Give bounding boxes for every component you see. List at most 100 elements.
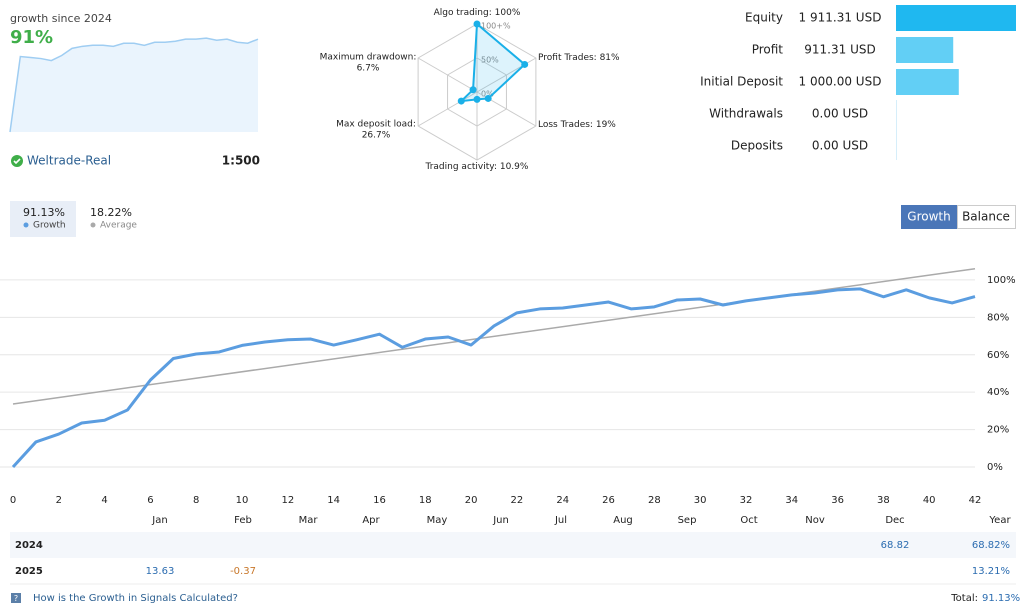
radar-label-group: Loss Trades: 19%: [538, 120, 616, 130]
x-tick-label: 36: [831, 495, 844, 506]
table-header: Nov: [805, 515, 825, 526]
mini-line: [9, 37, 259, 133]
table-cell: 13.63: [146, 566, 175, 577]
y-tick-label: 0%: [987, 462, 1003, 473]
balance-label: Initial Deposit: [700, 75, 783, 89]
table-header: Apr: [362, 515, 380, 526]
x-tick-label: 26: [602, 495, 615, 506]
radar-label: Maximum drawdown:: [320, 53, 417, 63]
mini-area: [10, 38, 258, 132]
radar-label-group: Algo trading: 100%: [434, 8, 521, 18]
table-header: Feb: [234, 515, 252, 526]
x-tick-label: 12: [281, 495, 294, 506]
series-line: [12, 267, 976, 405]
table-header: Oct: [740, 515, 757, 526]
balance-bar: [896, 37, 954, 63]
radar-value: 26.7%: [362, 131, 391, 141]
radar-label: Profit Trades:: [538, 53, 597, 63]
x-tick-label: 10: [236, 495, 249, 506]
radar-point: [484, 94, 492, 102]
total-value: 91.13%: [982, 593, 1020, 604]
radar-tick-label: 0%: [481, 90, 494, 99]
balance-button[interactable]: [957, 205, 1016, 229]
summary-title: growth since 2024: [10, 12, 112, 25]
balance-value: 1 000.00 USD: [799, 75, 882, 89]
radar-point: [473, 95, 481, 103]
radar-point: [469, 86, 477, 94]
table-header: Aug: [613, 515, 633, 526]
table-header: Mar: [299, 515, 319, 526]
row-bg: [10, 532, 1016, 558]
radar-label: Max deposit load:: [336, 120, 416, 130]
balance-label: Deposits: [731, 139, 783, 153]
series-line: [11, 287, 976, 469]
x-tick-label: 28: [648, 495, 661, 506]
account-link[interactable]: Weltrade-Real: [27, 154, 111, 168]
table-cell: -0.37: [230, 566, 256, 577]
legend-dot: [90, 222, 96, 228]
y-tick-label: 100%: [987, 275, 1016, 286]
table-cell: 68.82: [881, 540, 910, 551]
balance-label: Equity: [745, 11, 783, 25]
radar-label-group: Profit Trades: 81%: [538, 53, 620, 63]
table-header: Jul: [554, 515, 567, 526]
radar-point: [473, 20, 481, 28]
average-summary: 18.22%: [90, 206, 132, 219]
radar-label: Loss Trades:: [538, 120, 593, 130]
radar-spoke: [417, 91, 478, 127]
x-tick-label: 18: [419, 495, 432, 506]
growth-button[interactable]: [901, 205, 957, 229]
balance-value: 1 911.31 USD: [799, 11, 882, 25]
growth-tab[interactable]: [10, 201, 76, 237]
radar-label-group: Trading activity: 10.9%: [425, 162, 529, 172]
radar-value: 10.9%: [500, 162, 529, 172]
balance-button-label: Balance: [962, 210, 1010, 224]
balance-bar: [896, 5, 1016, 31]
x-tick-label: 2: [56, 495, 62, 506]
row-year: 2025: [15, 566, 43, 577]
radar-value: 81%: [600, 53, 620, 63]
balance-label: Profit: [752, 43, 784, 57]
table-header: Jan: [151, 515, 167, 526]
radar-point: [457, 97, 465, 105]
legend-label: Growth: [33, 221, 66, 231]
balance-value: 0.00 USD: [812, 107, 868, 121]
x-tick-label: 38: [877, 495, 890, 506]
x-tick-label: 22: [511, 495, 524, 506]
y-tick-label: 80%: [987, 312, 1009, 323]
table-cell: 13.21%: [972, 566, 1010, 577]
radar-value: 6.7%: [357, 64, 380, 74]
radar-point: [521, 60, 529, 68]
help-link[interactable]: How is the Growth in Signals Calculated?: [33, 593, 238, 604]
help-icon: [11, 593, 21, 603]
radar-value: 100%: [495, 8, 521, 18]
table-header: Year: [988, 515, 1011, 526]
radar-label: Trading activity:: [425, 162, 497, 172]
help-icon-mark: ?: [14, 594, 18, 603]
legend-label: Average: [100, 221, 137, 231]
growth-button-label: Growth: [907, 210, 950, 224]
balance-bar: [896, 69, 959, 95]
y-tick-label: 60%: [987, 350, 1009, 361]
x-tick-label: 32: [740, 495, 753, 506]
balance-value: 911.31 USD: [804, 43, 875, 57]
x-tick-label: 42: [969, 495, 982, 506]
table-cell: 68.82%: [972, 540, 1010, 551]
x-tick-label: 40: [923, 495, 936, 506]
growth-summary: 91.13%: [23, 206, 65, 219]
radar-value: 19%: [596, 120, 616, 130]
balance-value: 0.00 USD: [812, 139, 868, 153]
x-tick-label: 0: [10, 495, 16, 506]
x-tick-label: 14: [327, 495, 340, 506]
x-tick-label: 24: [556, 495, 569, 506]
x-tick-label: 6: [147, 495, 153, 506]
radar-tick-label: 100+%: [481, 22, 511, 31]
x-tick-label: 20: [465, 495, 478, 506]
radar-label: Algo trading:: [434, 8, 492, 18]
summary-growth: 91%: [10, 27, 53, 48]
legend-dot: [23, 222, 29, 228]
balance-label: Withdrawals: [709, 107, 783, 121]
y-tick-label: 20%: [987, 425, 1009, 436]
radar-tick-label: 50%: [481, 56, 499, 65]
